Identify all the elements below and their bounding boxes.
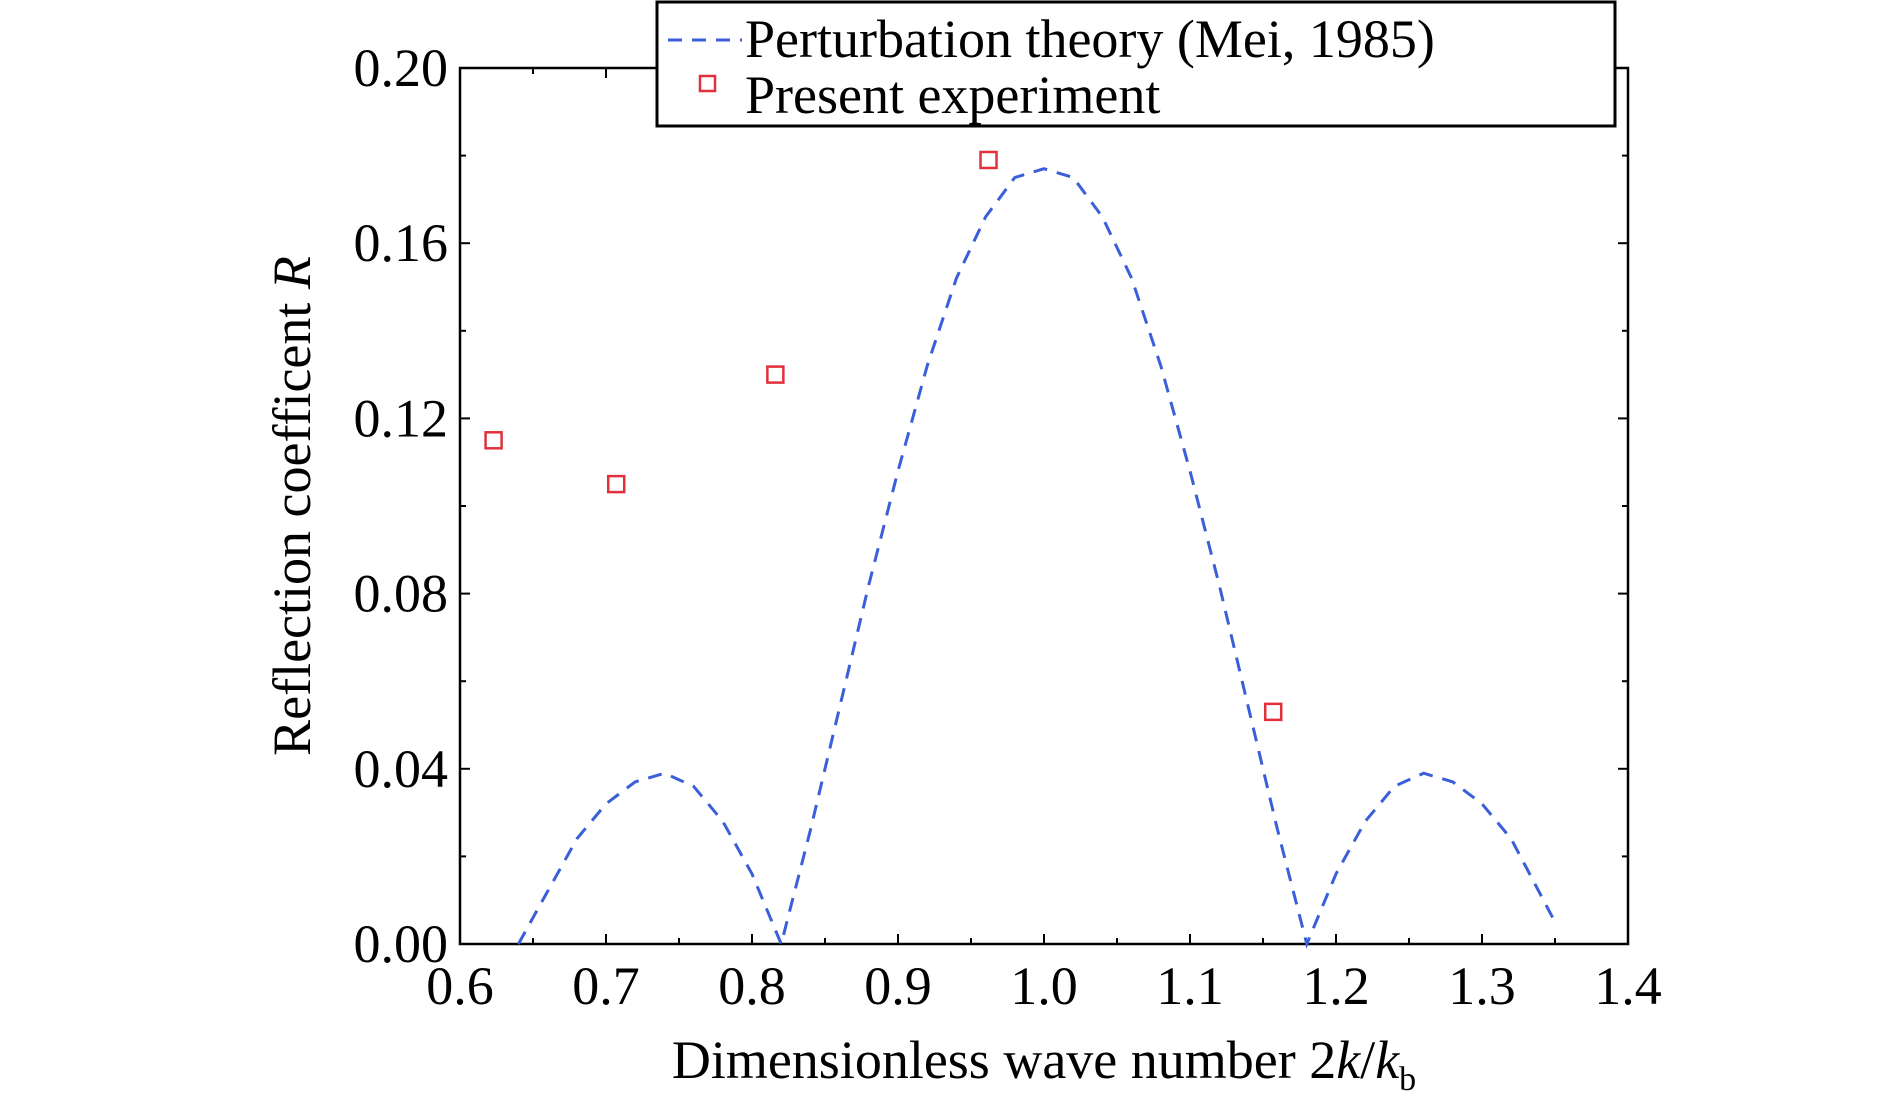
legend-label-theory: Perturbation theory (Mei, 1985)	[745, 9, 1435, 69]
y-tick-label: 0.16	[354, 213, 449, 273]
x-tick-label: 0.6	[426, 956, 494, 1016]
x-tick-label: 0.8	[718, 956, 786, 1016]
series-layer	[484, 150, 1557, 949]
x-tick-label: 1.3	[1448, 956, 1516, 1016]
x-tick-label: 0.9	[864, 956, 932, 1016]
experiment-point	[606, 474, 626, 494]
x-tick-label: 1.1	[1156, 956, 1224, 1016]
axes-frame	[458, 66, 1630, 946]
y-tick-label: 0.04	[354, 739, 449, 799]
x-tick-label: 1.4	[1594, 956, 1662, 1016]
axis-ticks	[459, 67, 1629, 945]
series-line-theory	[517, 167, 1557, 949]
plot-area: 0.6 0.7 0.8 0.9 1.0 1.1 1.2 1.3 1.4 0.00 0.04 0.08 0…	[354, 38, 1662, 1016]
tick-labels: 0.6 0.7 0.8 0.9 1.0 1.1 1.2 1.3 1.4 0.00 0.04 0.08 0…	[354, 38, 1662, 1016]
legend-swatch-marker	[698, 74, 717, 93]
experiment-point	[484, 431, 503, 450]
x-axis-title: Dimensionless wave number 2k/kb	[672, 1030, 1416, 1098]
y-tick-label: 0.12	[354, 388, 449, 448]
y-tick-label: 0.00	[354, 914, 449, 974]
experiment-point	[766, 365, 785, 384]
experiment-point	[979, 150, 998, 170]
x-tick-label: 1.2	[1302, 956, 1370, 1016]
x-tick-label: 1.0	[1010, 956, 1078, 1016]
experiment-point	[1263, 702, 1283, 722]
y-axis-title: Reflection coefficent R	[262, 256, 322, 756]
x-tick-label: 0.7	[572, 956, 640, 1016]
y-tick-label: 0.08	[354, 564, 449, 624]
legend-box	[655, 0, 1617, 128]
y-tick-label: 0.20	[354, 38, 449, 98]
legend-label-experiment: Present experiment	[745, 65, 1160, 125]
legend: Perturbation theory (Mei, 1985) Present …	[655, 0, 1617, 128]
